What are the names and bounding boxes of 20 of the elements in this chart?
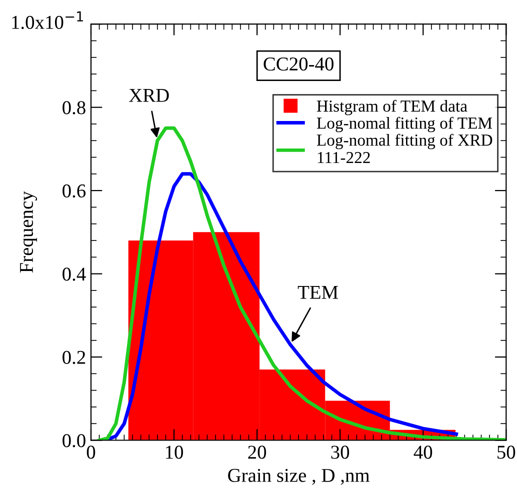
y-tick-label: 0.4: [62, 268, 86, 281]
y-tick-label: 0.6: [62, 184, 86, 198]
legend-label: Log-nomal fitting of TEM: [316, 116, 492, 132]
x-tick-label: 50: [498, 446, 516, 459]
y-axis-title: Frequency: [20, 191, 38, 273]
y-tick-label: 0.0: [62, 434, 86, 448]
x-tick-label: 30: [331, 446, 350, 459]
annotation: TEM: [298, 286, 338, 299]
legend-label: Histgram of TEM data: [316, 100, 468, 116]
text: 1.0x10$^{−1}$: [12, 11, 83, 30]
x-tick-label: 0: [86, 446, 96, 459]
x-tick-label: 20: [248, 446, 266, 459]
x-axis-title: Grain size , D ,nm: [228, 468, 370, 485]
y-tick-label: 0.2: [62, 350, 86, 364]
legend-label: Log-nomal fitting of XRD 111-222: [316, 134, 492, 164]
x-tick-label: 10: [166, 446, 184, 459]
annotation: XRD: [128, 89, 169, 102]
annotation: CC20-40: [264, 57, 334, 71]
x-tick-label: 40: [414, 446, 432, 459]
y-tick-label: 0.8: [62, 101, 86, 114]
